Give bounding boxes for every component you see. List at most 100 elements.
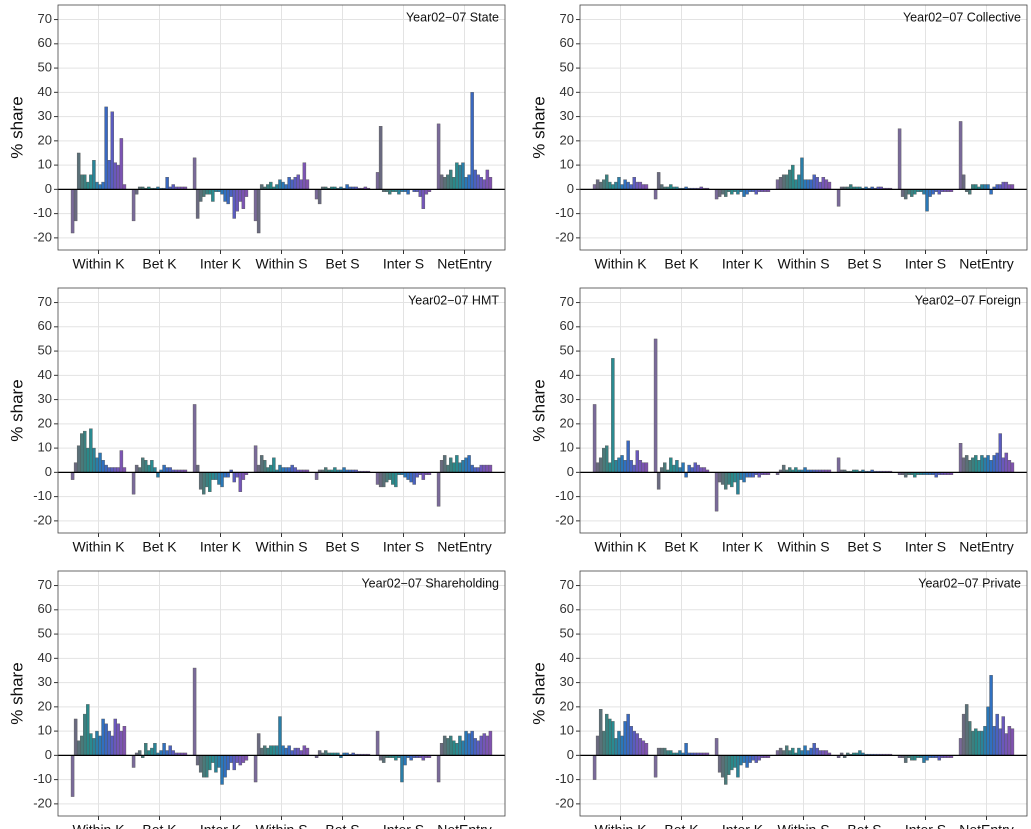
bar <box>171 750 175 756</box>
bar <box>113 162 117 190</box>
bar <box>617 177 621 190</box>
bar <box>614 460 618 473</box>
bar <box>717 472 722 483</box>
bar <box>659 467 664 473</box>
y-tick-label: 50 <box>38 343 52 358</box>
bar <box>467 174 471 190</box>
bar <box>998 184 1002 190</box>
x-tick-label: Within S <box>777 256 829 272</box>
bar <box>482 733 487 756</box>
bar <box>147 464 151 473</box>
bar <box>241 472 246 480</box>
bar <box>608 718 612 756</box>
bar <box>754 189 758 195</box>
bar <box>1004 181 1009 190</box>
bar <box>98 184 102 190</box>
bar <box>150 747 154 756</box>
bar <box>144 743 148 756</box>
bar <box>235 472 239 478</box>
x-tick-label: Within K <box>594 256 647 272</box>
bar <box>461 162 465 190</box>
bar <box>827 181 832 190</box>
y-tick-label: 40 <box>38 367 52 382</box>
bar <box>70 472 75 480</box>
bar <box>302 162 307 190</box>
bar <box>98 452 102 473</box>
panel-annotation: Year02−07 State <box>406 10 499 24</box>
x-tick-label: NetEntry <box>437 256 491 272</box>
bar <box>119 138 124 190</box>
bar <box>602 179 606 190</box>
bar <box>623 179 627 190</box>
bar <box>925 189 929 212</box>
bar <box>602 730 606 756</box>
bar <box>775 750 780 756</box>
bar <box>113 467 117 473</box>
bar <box>635 181 639 190</box>
bar <box>791 747 795 756</box>
bar <box>992 726 996 756</box>
bar <box>659 747 664 756</box>
y-tick-label: 0 <box>567 747 574 762</box>
bar <box>449 735 453 756</box>
bar <box>92 447 96 473</box>
bar <box>479 177 483 190</box>
bar <box>375 472 380 485</box>
bar <box>836 457 841 473</box>
bar <box>198 472 203 490</box>
bar <box>293 467 297 473</box>
bar <box>409 755 413 761</box>
x-tick-label: Inter K <box>200 539 242 555</box>
bar <box>699 467 704 473</box>
bar <box>736 472 740 495</box>
bar <box>980 730 984 756</box>
bar <box>464 730 468 756</box>
bar <box>592 755 597 780</box>
y-tick-label: 50 <box>560 626 574 641</box>
bar <box>986 706 990 756</box>
bar <box>724 755 728 785</box>
bar <box>736 189 740 195</box>
bar <box>644 184 649 190</box>
bar <box>964 704 969 756</box>
bar <box>238 755 243 766</box>
x-tick-label: Within S <box>255 822 307 829</box>
bar <box>165 467 169 473</box>
bar <box>644 462 649 473</box>
bar <box>122 184 127 190</box>
bar <box>259 184 264 190</box>
bar <box>736 755 740 778</box>
bar <box>256 733 261 756</box>
bar <box>253 755 258 783</box>
bar <box>983 726 987 756</box>
bar <box>116 164 121 190</box>
y-tick-label: -20 <box>555 795 574 810</box>
x-tick-label: NetEntry <box>959 539 1013 555</box>
x-tick-label: Inter S <box>383 539 424 555</box>
bar <box>800 750 804 756</box>
bar <box>421 755 426 761</box>
y-tick-label: 30 <box>38 108 52 123</box>
bar <box>1007 460 1012 473</box>
bar <box>436 755 441 783</box>
y-tick-label: 20 <box>560 132 574 147</box>
y-tick-label: 40 <box>560 84 574 99</box>
bar <box>278 716 282 756</box>
bar <box>442 177 447 190</box>
bar <box>806 179 810 190</box>
bar <box>83 430 87 473</box>
bar <box>92 160 96 190</box>
bar <box>913 755 917 761</box>
bar <box>89 733 93 756</box>
y-tick-label: -20 <box>33 795 52 810</box>
bar <box>900 189 905 197</box>
x-tick-label: Inter S <box>905 256 946 272</box>
bar <box>488 464 493 473</box>
bar <box>482 464 487 473</box>
bar <box>83 174 87 190</box>
bar <box>995 713 999 756</box>
bar <box>296 747 300 756</box>
bar <box>958 443 963 473</box>
bar <box>244 189 249 197</box>
bar <box>742 472 746 483</box>
